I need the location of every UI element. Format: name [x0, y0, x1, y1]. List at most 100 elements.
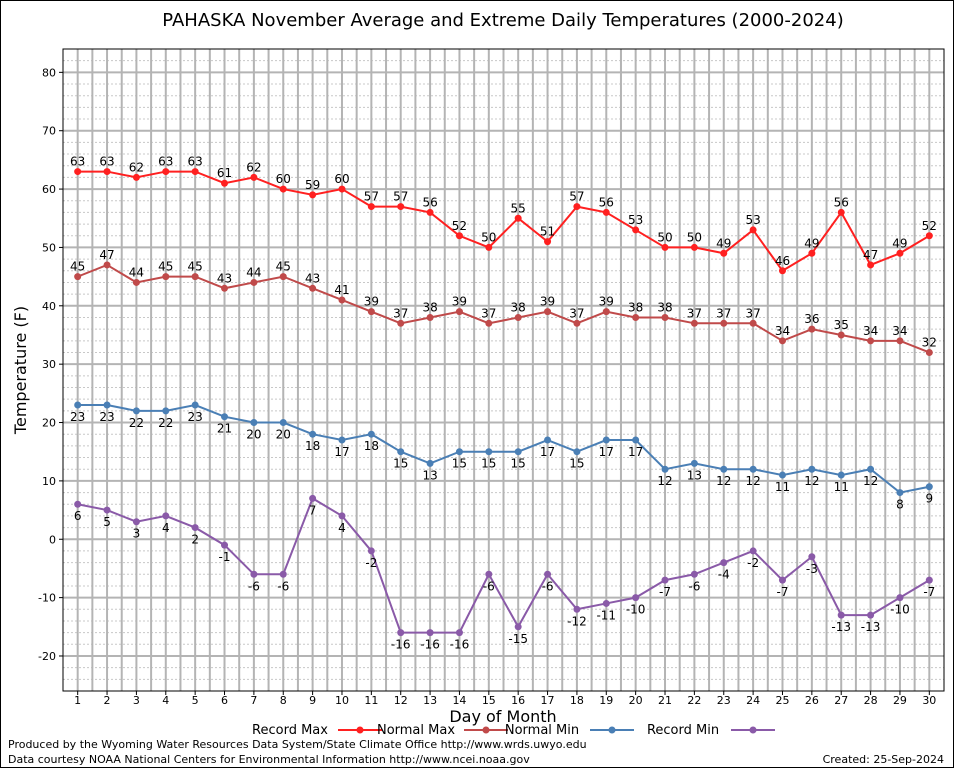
data-label: 56: [599, 195, 614, 209]
data-point: [925, 348, 933, 356]
data-label: 20: [276, 428, 291, 442]
data-label: 3: [133, 527, 141, 541]
data-label: -16: [420, 638, 440, 652]
x-tick-label: 26: [805, 694, 819, 707]
data-point: [808, 465, 816, 473]
data-point: [397, 319, 405, 327]
data-point: [309, 430, 317, 438]
x-tick-label: 23: [717, 694, 731, 707]
data-point: [221, 284, 229, 292]
data-label: 50: [481, 230, 496, 244]
data-label: -13: [831, 620, 851, 634]
data-label: -15: [508, 632, 528, 646]
data-point: [778, 471, 786, 479]
data-label: -7: [776, 585, 788, 599]
data-point: [778, 576, 786, 584]
data-point: [279, 419, 287, 427]
x-tick-label: 3: [133, 694, 140, 707]
data-label: 12: [804, 474, 819, 488]
series-record-min: 6 5 3 4 2 -1 -6 -6 7 4 -2 -16 -16 -16 -6 -15 -6 -12 -11 -10…: [74, 494, 935, 652]
data-label: 63: [70, 155, 85, 169]
data-label: 22: [158, 416, 173, 430]
data-point: [661, 465, 669, 473]
data-point: [837, 208, 845, 216]
data-label: 36: [804, 312, 819, 326]
data-point: [720, 249, 728, 257]
data-label: 38: [422, 300, 437, 314]
data-label: -13: [861, 620, 881, 634]
plot-area-border: [62, 48, 945, 692]
data-point: [74, 168, 82, 176]
data-point: [455, 308, 463, 316]
x-tick-label: 9: [309, 694, 316, 707]
legend-item: Normal Min: [505, 723, 634, 738]
x-tick-label: 12: [394, 694, 408, 707]
data-point: [544, 570, 552, 578]
data-label: 6: [74, 509, 82, 523]
data-label: 49: [804, 236, 819, 250]
data-point: [573, 605, 581, 613]
data-point: [720, 319, 728, 327]
data-point: [514, 214, 522, 222]
y-axis-title: Temperature (F): [11, 306, 30, 435]
data-label: 20: [246, 428, 261, 442]
x-tick-label: 21: [658, 694, 672, 707]
data-point: [778, 267, 786, 275]
series-line: [77, 403, 930, 494]
data-label: 21: [217, 422, 232, 436]
data-point: [749, 465, 757, 473]
x-tick-label: 29: [893, 694, 907, 707]
data-point: [103, 261, 111, 269]
data-point: [191, 401, 199, 409]
data-point: [132, 518, 140, 526]
data-point: [867, 611, 875, 619]
data-label: 55: [511, 201, 526, 215]
x-tick-label: 2: [104, 694, 111, 707]
data-point: [279, 273, 287, 281]
y-tick-label: 80: [42, 66, 56, 79]
data-point: [162, 273, 170, 281]
data-point: [221, 541, 229, 549]
data-label: 17: [599, 445, 614, 459]
data-label: 37: [687, 306, 702, 320]
data-point: [632, 594, 640, 602]
data-point: [132, 173, 140, 181]
data-point: [74, 273, 82, 281]
legend-marker: [608, 726, 616, 734]
data-label: 60: [334, 172, 349, 186]
data-label: 38: [657, 300, 672, 314]
data-point: [250, 173, 258, 181]
data-point: [426, 629, 434, 637]
data-point: [837, 471, 845, 479]
data-label: 62: [129, 160, 144, 174]
data-label: 38: [628, 300, 643, 314]
data-label: 43: [217, 271, 232, 285]
data-point: [191, 524, 199, 532]
data-point: [367, 430, 375, 438]
data-point: [455, 629, 463, 637]
data-point: [485, 319, 493, 327]
series-line: [77, 263, 930, 354]
data-label: -7: [659, 585, 671, 599]
data-point: [74, 401, 82, 409]
data-label: 4: [338, 521, 346, 535]
legend-item: Record Max: [252, 723, 382, 738]
data-label: 15: [393, 457, 408, 471]
data-label: 44: [246, 265, 261, 279]
data-point: [426, 313, 434, 321]
data-label: 62: [246, 160, 261, 174]
x-tick-label: 22: [687, 694, 701, 707]
data-point: [74, 500, 82, 508]
data-point: [896, 594, 904, 602]
data-label: 9: [925, 492, 933, 506]
data-label: 17: [540, 445, 555, 459]
data-label: 45: [276, 260, 291, 274]
data-label: -16: [450, 638, 470, 652]
data-point: [896, 249, 904, 257]
data-point: [132, 278, 140, 286]
data-point: [632, 226, 640, 234]
data-point: [573, 203, 581, 211]
data-label: 61: [217, 166, 232, 180]
data-label: 7: [309, 503, 317, 517]
data-point: [690, 243, 698, 251]
